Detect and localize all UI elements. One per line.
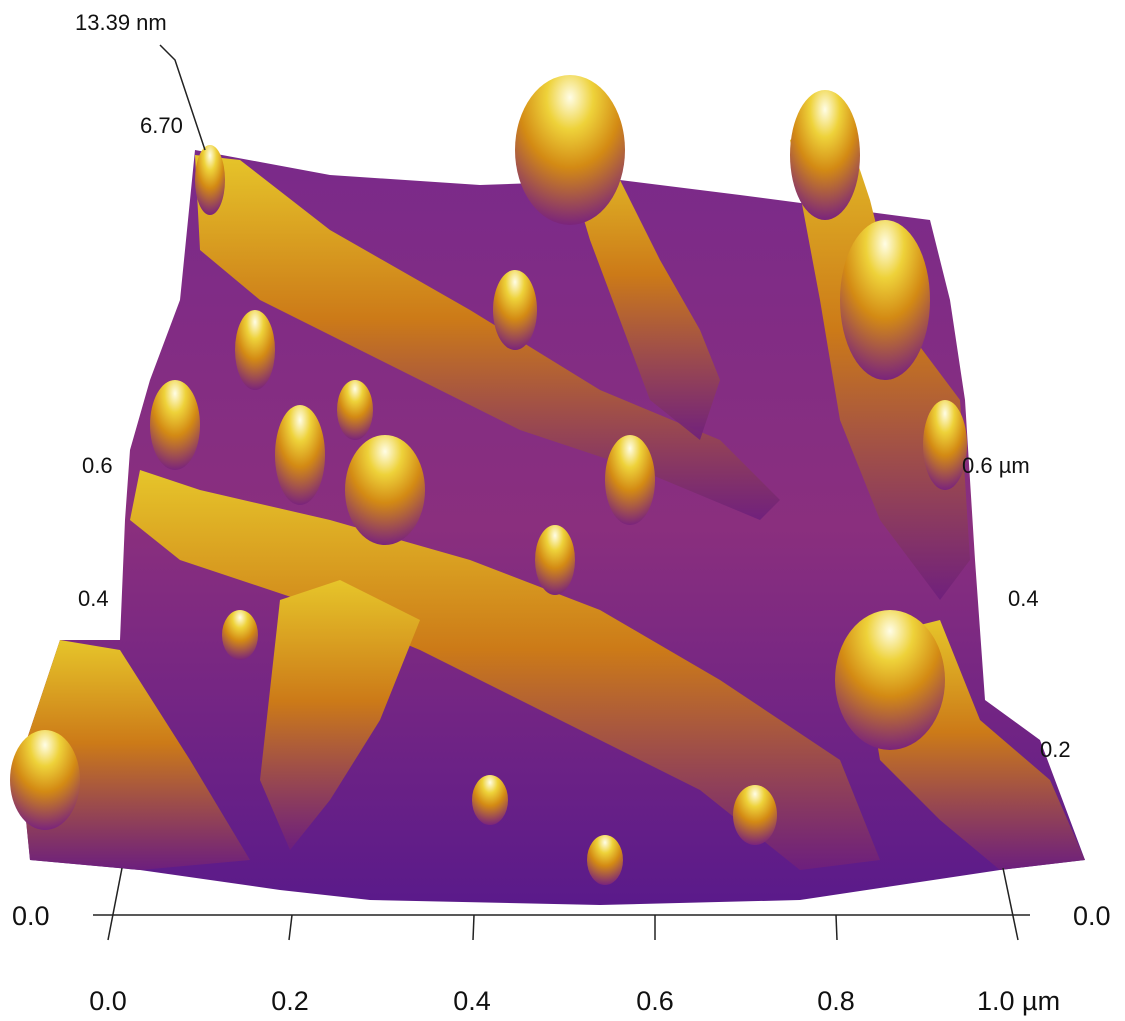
- x-label: 0.4: [453, 986, 491, 1016]
- y-left-label: 0.4: [78, 586, 109, 611]
- x-label: 0.6: [636, 986, 674, 1016]
- z-mid-label: 6.70: [140, 113, 183, 138]
- z-max-label: 13.39 nm: [75, 10, 167, 35]
- y-right-label: 0.0: [1073, 901, 1111, 931]
- x-label: 0.8: [817, 986, 855, 1016]
- y-right-label: 0.2: [1040, 737, 1071, 762]
- y-right-label: 0.6 µm: [962, 453, 1030, 478]
- y-right-label: 0.4: [1008, 586, 1039, 611]
- y-left-label: 0.0: [12, 901, 50, 931]
- x-label: 1.0 µm: [977, 986, 1060, 1016]
- x-label: 0.2: [271, 986, 309, 1016]
- y-left-label: 0.6: [82, 453, 113, 478]
- x-label: 0.0: [89, 986, 127, 1016]
- afm-image: 13.39 nm 6.70 0.0 0.2 0.4 0.6 0.8 1.0 µm…: [0, 0, 1125, 1021]
- surface-plot: 13.39 nm 6.70 0.0 0.2 0.4 0.6 0.8 1.0 µm…: [0, 0, 1125, 1021]
